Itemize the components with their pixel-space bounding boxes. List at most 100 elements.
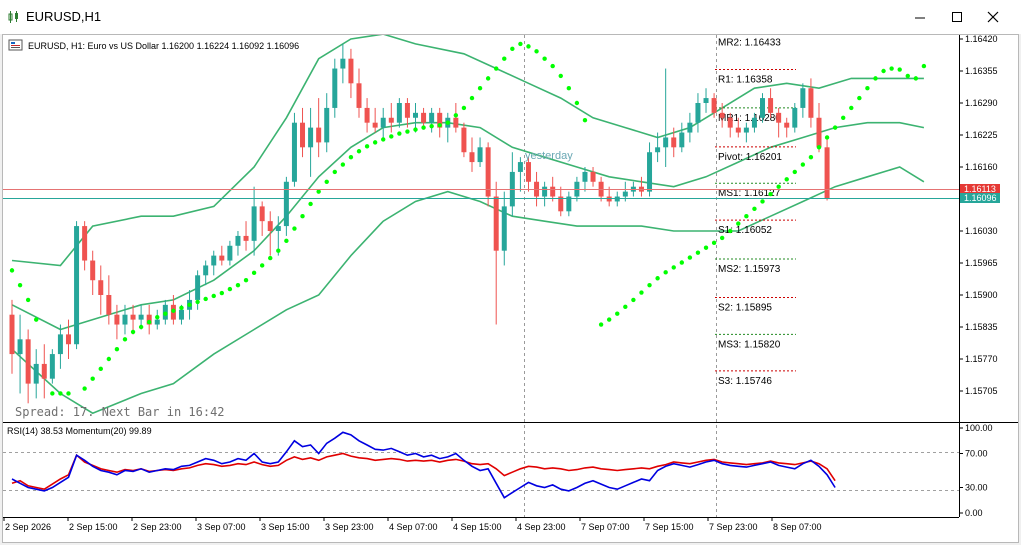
candle-body	[267, 221, 273, 231]
candle	[485, 142, 491, 207]
indicator-header: RSI(14) 38.53 Momentum(20) 99.89	[7, 426, 152, 436]
candle-body	[154, 319, 160, 325]
spread-info: Spread: 17. Next Bar in 16:42	[15, 405, 225, 419]
candle-body	[308, 127, 314, 148]
close-button[interactable]	[976, 4, 1010, 30]
candle-body	[364, 107, 370, 123]
axes: 1.16420 1.16355 1.16290 1.16225 1.16160 1.160…	[3, 35, 998, 532]
bid-price-label: 1.16096	[964, 193, 997, 203]
indicator-lines	[11, 431, 836, 499]
candle	[792, 103, 798, 133]
candle-body	[461, 127, 467, 153]
candle-body	[655, 147, 661, 153]
sar-dot	[889, 66, 894, 71]
candle-body	[784, 122, 790, 128]
candle	[291, 112, 297, 187]
sar-dot	[800, 162, 806, 167]
candle-body	[550, 186, 556, 197]
window-titlebar[interactable]: EURUSD,H1	[0, 0, 1021, 34]
candle	[396, 98, 402, 128]
candle	[816, 103, 822, 153]
candle-body	[711, 98, 717, 113]
sar-dot	[421, 125, 426, 130]
sar-dot	[219, 290, 225, 296]
candle	[638, 176, 644, 197]
sar-dot	[308, 201, 313, 207]
candle-body	[404, 103, 410, 118]
sar-dot	[913, 76, 919, 81]
sar-dot	[276, 248, 281, 253]
candle-body	[82, 226, 88, 261]
indicator-tick-label: 70.00	[965, 449, 988, 459]
candle	[300, 107, 306, 158]
momentum-line	[11, 431, 836, 499]
sar-dot	[663, 270, 668, 275]
time-tick-label: 4 Sep 07:00	[389, 522, 438, 532]
sar-dot	[300, 214, 305, 219]
chart-header: EURUSD, H1: Euro vs US Dollar 1.16200 1.…	[8, 39, 299, 51]
candle-body	[65, 334, 71, 345]
sar-dot	[849, 105, 854, 111]
candle-body	[558, 196, 564, 212]
candle	[558, 186, 564, 217]
candle-body	[776, 112, 782, 123]
candle-body	[340, 58, 346, 69]
maximize-button[interactable]	[940, 4, 974, 30]
sar-dot	[82, 386, 87, 391]
sar-dot	[413, 127, 418, 132]
candle-body	[743, 127, 749, 133]
sar-dot	[227, 286, 233, 292]
candle-body	[380, 117, 386, 128]
sar-dot	[397, 131, 402, 136]
chart-window[interactable]: MR2: 1.16433 R1: 1.16358 MR1: 1.16280 Pivot…	[2, 34, 1019, 543]
sar-dot	[615, 311, 620, 316]
sar-dot	[865, 86, 870, 91]
sar-dot	[510, 46, 515, 52]
pivot-levels: MR2: 1.16433 R1: 1.16358 MR1: 1.16280 Pivot…	[715, 38, 796, 387]
sar-dot	[187, 302, 192, 308]
candlesticks	[9, 43, 830, 404]
sar-dot	[518, 41, 523, 47]
candle-body	[760, 98, 766, 118]
candle	[122, 304, 128, 335]
candle	[453, 103, 459, 133]
candle	[57, 324, 63, 369]
candlestick-app-icon	[8, 11, 18, 23]
sar-dot	[437, 122, 442, 128]
time-tick-label: 7 Sep 07:00	[581, 522, 630, 532]
candle	[808, 78, 814, 128]
candle	[719, 103, 725, 128]
candle	[751, 112, 757, 133]
candle	[243, 221, 249, 251]
candle	[461, 122, 467, 158]
pivot-level-label: R1: 1.16358	[718, 75, 773, 86]
candle-body	[356, 83, 362, 108]
sar-dot	[623, 304, 628, 310]
price-tick-label: 1.16420	[965, 35, 998, 44]
sar-dot	[841, 115, 846, 120]
pivot-level-label: S3: 1.15746	[718, 376, 772, 387]
sar-dot	[259, 263, 265, 268]
candle	[566, 191, 572, 217]
sar-dot	[687, 255, 693, 260]
candle	[90, 250, 96, 295]
sar-dot	[776, 184, 781, 189]
candle-body	[195, 275, 201, 300]
chart-canvas[interactable]: MR2: 1.16433 R1: 1.16358 MR1: 1.16280 Pivot…	[3, 35, 1018, 542]
candle-body	[251, 206, 257, 241]
candle	[17, 314, 23, 394]
sar-dot	[606, 317, 612, 322]
candle	[388, 103, 394, 133]
sar-dot	[17, 282, 23, 288]
candle	[711, 93, 717, 118]
sar-dot	[445, 120, 450, 125]
candle	[364, 98, 370, 133]
ask-price-label: 1.16113	[964, 184, 996, 194]
minimize-button[interactable]	[903, 4, 937, 30]
indicator-tick-label: 0.00	[965, 508, 983, 518]
candle	[582, 167, 588, 192]
candle-body	[542, 186, 548, 197]
sar-dot	[873, 76, 878, 81]
candle	[509, 152, 515, 217]
candle	[663, 68, 669, 167]
